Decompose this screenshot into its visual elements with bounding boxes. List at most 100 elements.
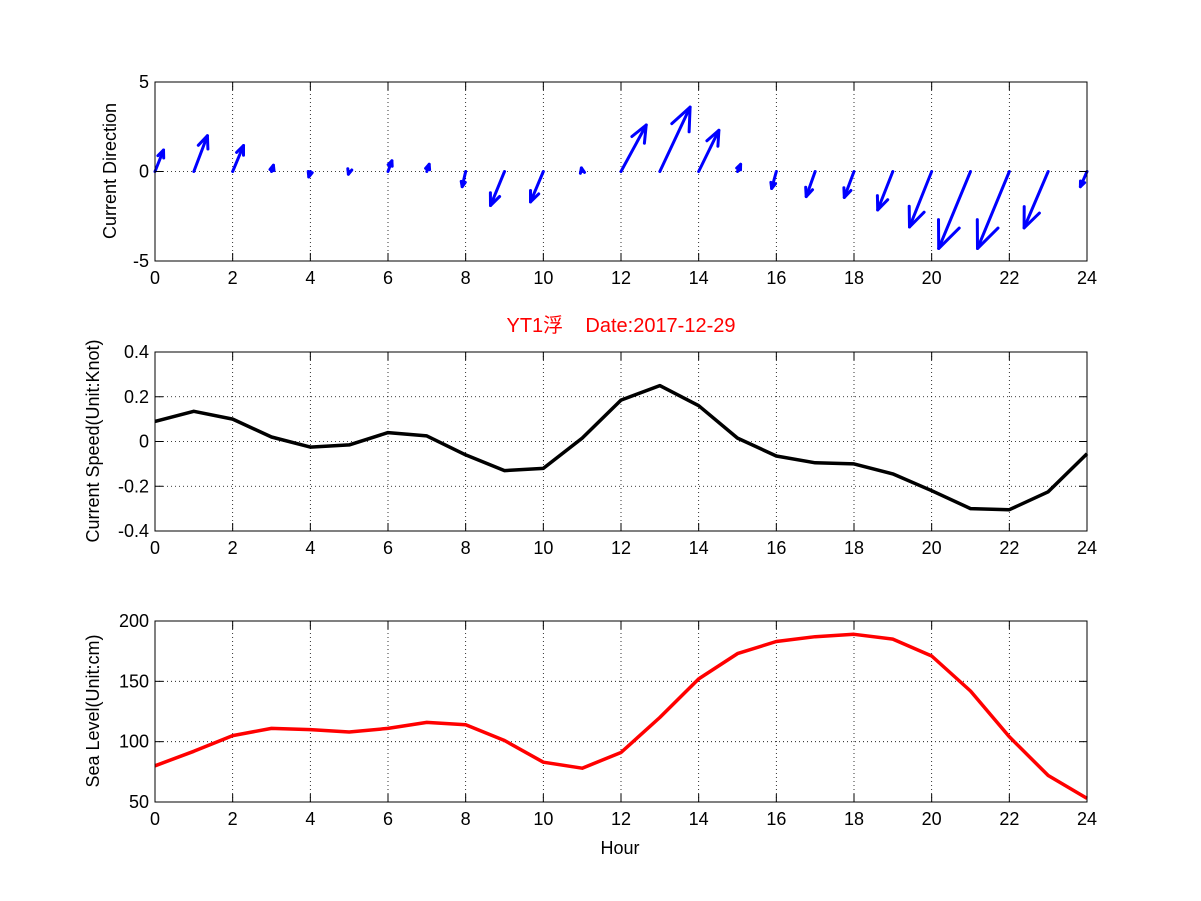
y-tick-label: 0	[139, 432, 149, 452]
x-tick-label: 24	[1077, 538, 1097, 558]
y-tick-label: 100	[119, 732, 149, 752]
y-tick-label: -0.4	[118, 521, 149, 541]
arrow-head	[306, 170, 314, 179]
direction-arrow	[975, 170, 1011, 250]
direction-arrow	[1078, 170, 1089, 189]
arrow-head	[386, 159, 394, 168]
direction-arrow	[153, 148, 166, 173]
arrow-shaft	[1022, 170, 1050, 230]
x-tick-label: 18	[844, 809, 864, 829]
arrow-shaft	[658, 105, 692, 173]
arrow-head	[488, 191, 502, 207]
x-tick-label: 0	[150, 538, 160, 558]
arrow-shaft	[804, 170, 817, 199]
direction-arrow	[192, 134, 210, 173]
direction-ylabel: Current Direction	[100, 103, 120, 239]
direction-arrow	[529, 170, 545, 204]
direction-arrows	[153, 105, 1089, 250]
x-tick-label: 6	[383, 809, 393, 829]
x-tick-label: 8	[461, 268, 471, 288]
direction-arrow	[386, 159, 394, 173]
y-tick-label: 200	[119, 611, 149, 631]
direction-arrow	[488, 170, 506, 208]
x-tick-label: 2	[228, 268, 238, 288]
arrow-head	[630, 123, 648, 145]
x-tick-label: 16	[766, 809, 786, 829]
arrow-shaft	[489, 170, 506, 208]
arrow-shaft	[908, 170, 934, 229]
figure-title: YT1浮 Date:2017-12-29	[506, 314, 735, 337]
x-tick-label: 16	[766, 268, 786, 288]
arrow-head	[156, 148, 166, 160]
y-tick-label: 0.4	[124, 342, 149, 362]
arrow-head	[875, 194, 890, 212]
direction-arrow	[937, 170, 972, 250]
direction-arrow	[619, 123, 648, 173]
direction-arrow	[804, 170, 817, 199]
direction-arrow	[424, 162, 432, 173]
arrow-head	[937, 218, 961, 250]
direction-ticks: 0 2 4 6 8 10 12 14 16 18 20 22 24-505	[133, 72, 1097, 288]
x-tick-label: 12	[611, 538, 631, 558]
speed-line-group	[154, 383, 1089, 512]
x-tick-label: 18	[844, 268, 864, 288]
x-tick-label: 22	[999, 538, 1019, 558]
x-tick-label: 4	[305, 268, 315, 288]
direction-arrow	[1022, 170, 1050, 230]
arrow-shaft	[231, 144, 246, 173]
direction-arrow	[907, 170, 934, 229]
x-tick-label: 14	[689, 268, 709, 288]
x-tick-label: 10	[533, 268, 553, 288]
x-tick-label: 6	[383, 538, 393, 558]
arrow-head	[459, 179, 467, 189]
arrow-head	[196, 134, 210, 151]
direction-arrow	[346, 167, 354, 176]
speed-ylabel: Current Speed(Unit:Knot)	[83, 339, 103, 542]
x-tick-label: 8	[461, 538, 471, 558]
y-tick-label: 150	[119, 671, 149, 691]
direction-arrow	[875, 170, 895, 212]
x-tick-label: 6	[383, 268, 393, 288]
speed-grid	[155, 352, 1087, 531]
arrow-shaft	[192, 134, 209, 173]
arrow-head	[804, 185, 814, 199]
direction-arrow	[735, 162, 743, 173]
direction-arrow	[459, 170, 468, 189]
x-tick-label: 0	[150, 268, 160, 288]
current-speed-panel: 0 2 4 6 8 10 12 14 16 18 20 22 24-0.4-0.200.20.4 Cur…	[83, 339, 1097, 558]
speed-series-line	[154, 383, 1089, 512]
x-tick-label: 18	[844, 538, 864, 558]
arrow-head	[268, 163, 276, 173]
y-tick-label: -5	[133, 251, 149, 271]
sealevel-line-group	[154, 632, 1088, 800]
direction-arrow	[769, 170, 778, 191]
arrow-head	[907, 204, 926, 229]
x-tick-label: 22	[999, 268, 1019, 288]
direction-arrow	[697, 128, 721, 173]
x-tick-label: 24	[1077, 268, 1097, 288]
arrow-shaft	[697, 128, 721, 173]
sealevel-xlabel: Hour	[600, 838, 639, 858]
x-tick-label: 4	[305, 809, 315, 829]
arrow-shaft	[937, 170, 972, 250]
x-tick-label: 10	[533, 538, 553, 558]
x-tick-label: 2	[228, 538, 238, 558]
x-tick-label: 0	[150, 809, 160, 829]
sealevel-grid	[155, 621, 1087, 802]
arrow-shaft	[529, 170, 545, 204]
y-tick-label: 50	[129, 792, 149, 812]
arrow-shaft	[842, 170, 856, 199]
x-tick-label: 12	[611, 809, 631, 829]
y-tick-label: 5	[139, 72, 149, 92]
x-tick-label: 20	[922, 538, 942, 558]
arrow-head	[670, 105, 692, 134]
arrow-head	[1078, 179, 1087, 189]
y-tick-label: -0.2	[118, 476, 149, 496]
arrow-shaft	[876, 170, 895, 212]
x-tick-label: 10	[533, 809, 553, 829]
arrow-head	[529, 189, 541, 204]
x-tick-label: 14	[689, 809, 709, 829]
